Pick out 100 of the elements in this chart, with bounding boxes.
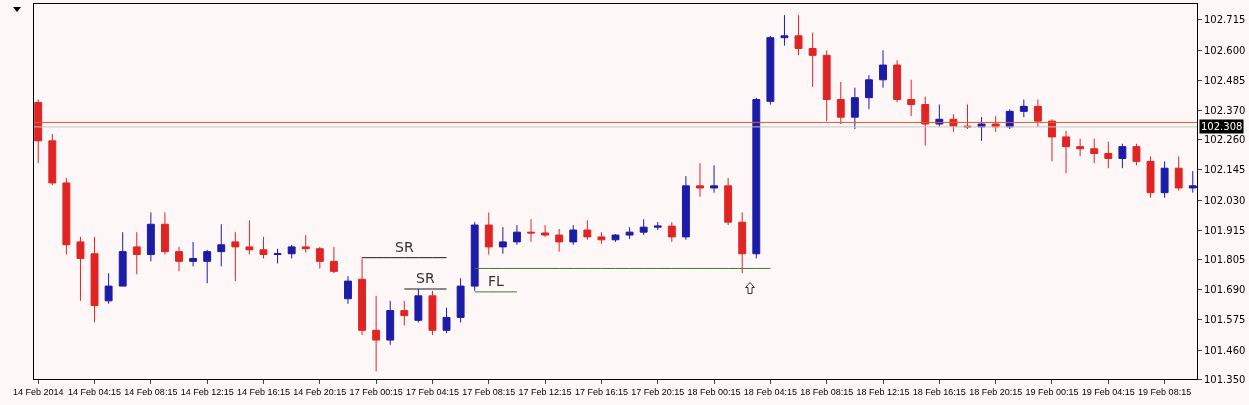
candlestick: [498, 226, 507, 255]
candlestick: [569, 224, 578, 246]
candlestick: [34, 99, 43, 164]
y-tick-label: 101.575: [1204, 314, 1246, 326]
y-tick-label: 102.030: [1204, 194, 1246, 206]
candlestick: [639, 218, 648, 236]
candlestick: [203, 249, 212, 284]
x-tick-label: 17 Feb 04:15: [405, 386, 459, 397]
candlestick: [358, 257, 367, 336]
candlestick: [484, 211, 493, 256]
candlestick: [1104, 141, 1113, 169]
y-tick-label: 102.600: [1204, 44, 1246, 56]
candlestick: [132, 231, 141, 275]
candlestick: [329, 246, 338, 274]
candlestick: [710, 164, 719, 194]
y-tick-label: 102.145: [1204, 164, 1246, 176]
series-label: SR: [395, 239, 414, 255]
candlestick: [1146, 155, 1155, 199]
x-tick-label: 17 Feb 12:15: [518, 386, 572, 397]
x-tick-label: 17 Feb 16:15: [574, 386, 628, 397]
candlestick: [864, 74, 873, 110]
candlestick: [287, 244, 296, 259]
candlestick: [696, 162, 704, 198]
candlestick: [738, 211, 747, 274]
candlestick: [611, 233, 620, 243]
candlestick: [541, 224, 550, 238]
candlestick: [1174, 155, 1183, 192]
candlestick: [794, 14, 803, 56]
candlestick: [752, 97, 761, 259]
x-tick-label: 17 Feb 08:15: [462, 386, 516, 397]
candlestick: [1118, 143, 1127, 169]
x-tick-label: 19 Feb 04:15: [1081, 386, 1135, 397]
x-tick-label: 19 Feb 08:15: [1138, 386, 1192, 397]
candlestick: [414, 288, 423, 323]
candlestick: [1033, 99, 1042, 128]
x-tick-label: 18 Feb 04:15: [743, 386, 797, 397]
x-tick-label: 18 Feb 16:15: [912, 386, 966, 397]
candlestick: [231, 231, 240, 282]
candlestick: [879, 49, 887, 89]
candlestick: [836, 81, 845, 125]
candlestick: [372, 295, 381, 372]
candlestick: [808, 32, 817, 88]
candlestick: [512, 224, 521, 246]
candlestick: [583, 219, 592, 241]
candlestick: [301, 234, 310, 254]
candlestick: [217, 223, 226, 267]
candlestick: [724, 177, 733, 226]
candlestick: [921, 96, 930, 147]
y-tick-label: 101.460: [1204, 344, 1246, 356]
x-tick-label: 18 Feb 12:15: [856, 386, 910, 397]
candlestick: [1019, 99, 1028, 118]
x-tick-label: 18 Feb 00:15: [687, 386, 741, 397]
x-tick-label: 19 Feb 00:15: [1025, 386, 1079, 397]
candlestick: [442, 307, 451, 334]
candlestick: [428, 290, 437, 336]
candlestick: [766, 35, 775, 106]
candlestick: [245, 219, 254, 256]
series-label: FL: [488, 273, 505, 289]
candlestick: [527, 218, 535, 243]
candlestick: [893, 59, 902, 103]
candlestick: [62, 177, 71, 256]
candlestick: [822, 49, 831, 122]
candlestick: [681, 175, 690, 241]
x-tick-label: 14 Feb 08:15: [124, 386, 178, 397]
candlestick: [118, 231, 127, 287]
candlestick: [1076, 138, 1085, 157]
ref-line-label: 102.308: [1201, 121, 1243, 132]
y-tick-label: 102.260: [1204, 134, 1246, 146]
candlestick: [1160, 160, 1169, 199]
candlestick: [1132, 143, 1141, 166]
x-tick-label: 18 Feb 20:15: [969, 386, 1023, 397]
candlestick: [344, 275, 352, 305]
series-label: SR: [416, 270, 435, 286]
x-tick-label: 17 Feb 00:15: [349, 386, 403, 397]
candlestick: [456, 277, 465, 323]
candlestick: [780, 14, 789, 47]
y-tick-label: 101.690: [1204, 284, 1246, 296]
x-tick-label: 17 Feb 20:15: [631, 386, 685, 397]
candlestick: [850, 87, 859, 130]
x-tick-label: 14 Feb 04:15: [68, 386, 122, 397]
y-tick-label: 101.915: [1204, 224, 1246, 236]
candlestick: [273, 248, 282, 264]
candlestick: [160, 211, 169, 256]
candlestick: [386, 300, 395, 346]
y-tick-label: 102.715: [1204, 14, 1246, 26]
candlestick: [597, 231, 606, 245]
candlestick: [555, 228, 564, 253]
x-tick-label: 14 Feb 12:15: [180, 386, 234, 397]
y-tick-label: 102.485: [1204, 74, 1246, 86]
y-tick-label: 101.805: [1204, 253, 1246, 265]
candlestick: [189, 241, 198, 267]
x-tick-label: 14 Feb 20:15: [293, 386, 347, 397]
x-tick-label: 14 Feb 2014: [12, 386, 64, 397]
x-tick-label: 18 Feb 08:15: [800, 386, 854, 397]
candlestick: [90, 236, 99, 323]
candlestick: [653, 221, 662, 231]
candlestick: [104, 272, 113, 305]
candlestick: [259, 236, 268, 259]
y-tick-label: 101.350: [1204, 373, 1246, 385]
candlestick: [625, 226, 634, 240]
